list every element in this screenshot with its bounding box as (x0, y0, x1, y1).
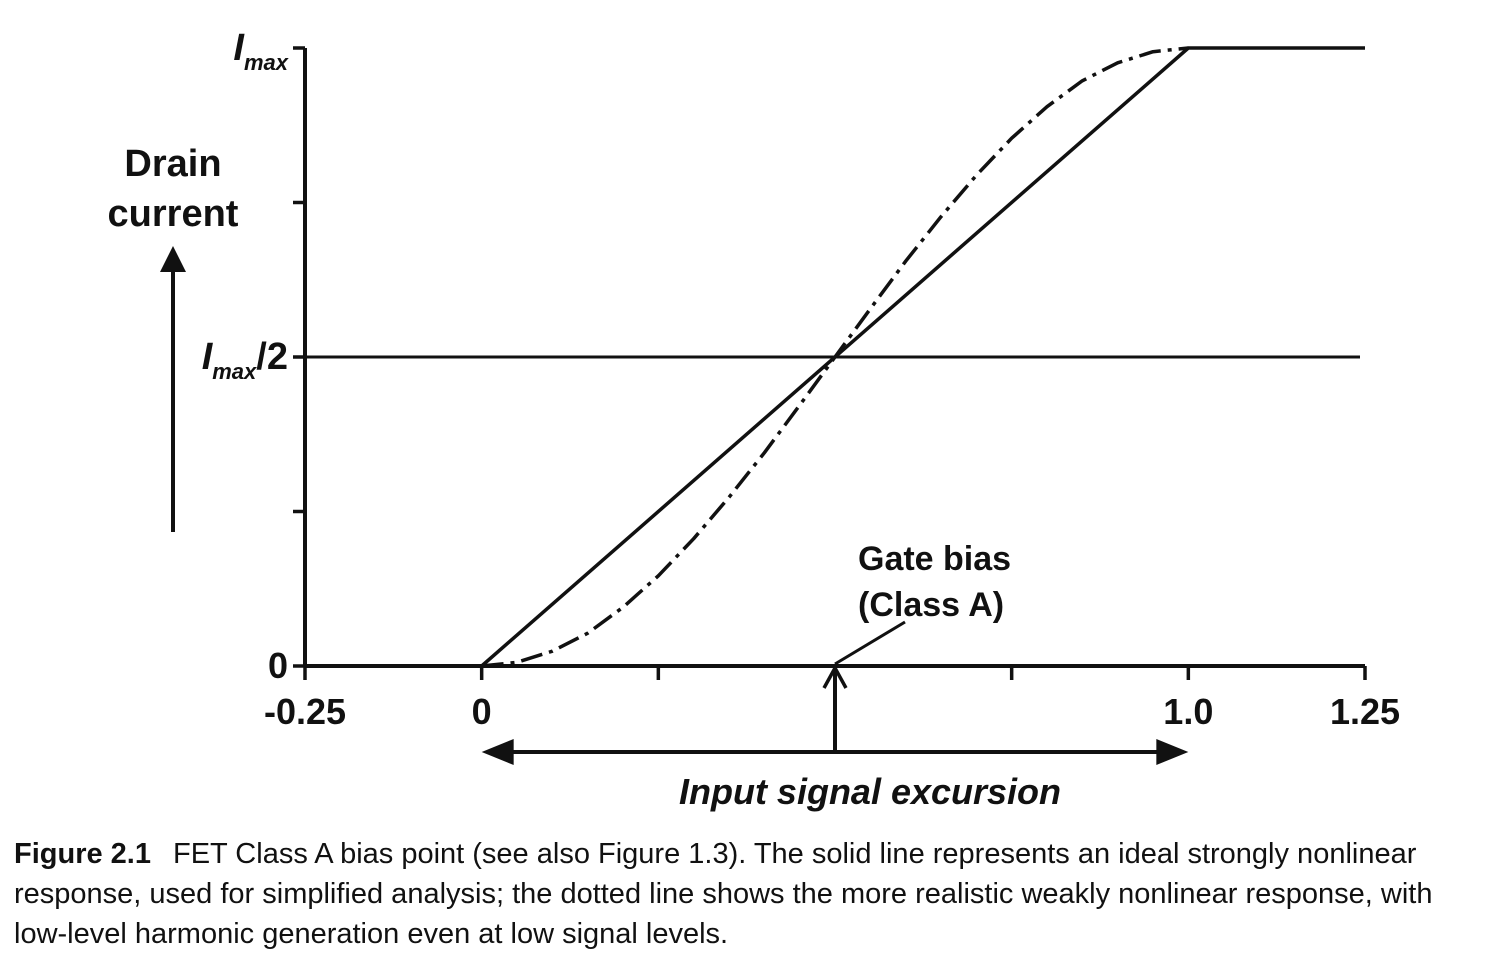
y-tick-label: Imax/2 (202, 336, 288, 384)
y-tick-label: 0 (268, 645, 288, 686)
annotation-text-line: (Class A) (858, 586, 1004, 624)
annotation-leader-line (834, 620, 906, 666)
x-tick-label: 1.0 (1163, 691, 1213, 732)
bias-arrow-head (822, 664, 848, 689)
x-tick-label: 0 (472, 691, 492, 732)
chart: -0.25 0 1.0 1.25 0 Imax/2 Imax Drain current Gate… (108, 27, 1401, 812)
y-axis-title-line: current (108, 193, 239, 235)
x-tick-label: 1.25 (1330, 691, 1400, 732)
x-tick-label: -0.25 (264, 691, 346, 732)
y-axis-title-line: Drain (124, 143, 221, 185)
caption-text: FET Class A bias point (see also Figure … (14, 838, 1433, 950)
x-axis-title: Input signal excursion (679, 771, 1061, 812)
excursion-arrow-head-right (1156, 739, 1189, 765)
y-tick-label: Imax (233, 27, 288, 75)
figure-caption: Figure 2.1 FET Class A bias point (see al… (14, 834, 1484, 954)
series-line-dash-dot (481, 46, 1189, 668)
figure-number: Figure 2.1 (14, 838, 151, 870)
excursion-arrow-head-left (481, 739, 514, 765)
annotation-text-line: Gate bias (858, 540, 1011, 578)
y-axis-arrow-head (160, 246, 186, 272)
